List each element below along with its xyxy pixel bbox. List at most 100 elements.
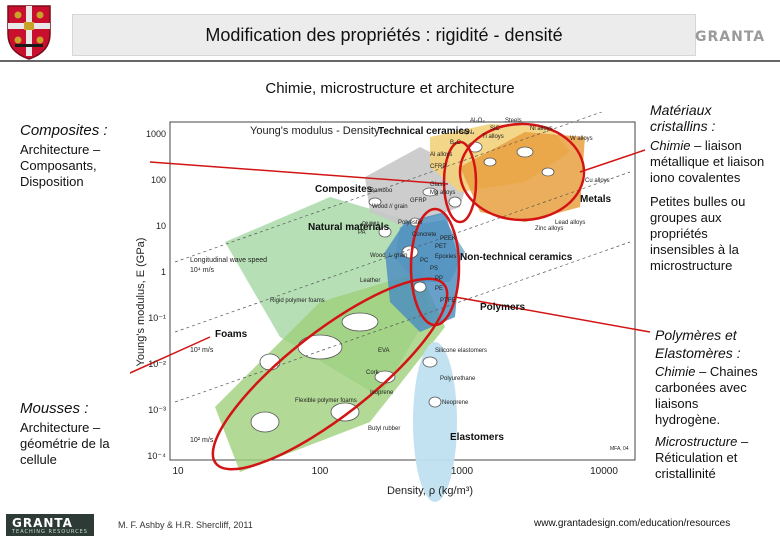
slide-subtitle: Chimie, microstructure et architecture <box>265 80 515 97</box>
material-label: Ni alloys <box>530 126 553 132</box>
family-label: Metals <box>580 194 612 205</box>
material-label: PA <box>358 230 366 236</box>
material-bubble <box>341 312 379 332</box>
material-bubble <box>378 226 392 238</box>
material-bubble <box>368 197 382 207</box>
guide-line <box>174 241 631 403</box>
material-label: PTFE <box>440 298 455 304</box>
chart-annotation: MFA, 04 <box>610 446 629 452</box>
material-bubble <box>250 411 280 433</box>
material-label: Al₂O₃ <box>470 118 485 124</box>
material-label: Polyester <box>398 220 423 226</box>
material-label: PS <box>430 266 438 272</box>
cristallins-heading-line: cristallins : <box>650 118 716 134</box>
x-axis-label: Density, ρ (kg/m³) <box>387 485 473 497</box>
polymeres-heading-line: Elastomères : <box>655 345 741 361</box>
material-label: PE <box>435 286 443 292</box>
material-label: Epoxies <box>435 254 456 260</box>
material-label: Flexible polymer foams <box>295 398 357 404</box>
material-label: Lead alloys <box>555 220 585 226</box>
polymeres-heading-line: Polymères et <box>655 327 737 343</box>
family-label: Elastomers <box>450 432 504 443</box>
material-label: PC <box>420 258 429 264</box>
mousses-note-line: cellule <box>20 452 57 467</box>
y-tick-label: 1000 <box>146 129 166 139</box>
family-labels: Technical ceramics Composites Metals Natura… <box>215 126 612 443</box>
bulles-note-line: propriétés <box>650 226 708 241</box>
material-label: Glass <box>430 182 445 188</box>
material-label: Steels <box>505 118 522 124</box>
composites-note-line: Disposition <box>20 174 84 189</box>
material-bubble <box>541 167 555 177</box>
polymeres-note-line: Réticulation et <box>655 450 738 465</box>
material-label: PEEK <box>440 236 456 242</box>
y-tick-label: 10⁻³ <box>148 405 166 415</box>
elastomers-envelope <box>413 342 457 502</box>
highlight-circle-polymers <box>409 207 461 327</box>
mousses-note-line: Architecture – <box>20 420 101 435</box>
material-labels: Al₂O₃ SiC Steels Ni alloys Si₃N₄ Ti alloys B₄C… <box>190 118 629 452</box>
polymeres-note-line: hydrogène. <box>655 412 721 427</box>
university-crest-logo <box>6 4 52 60</box>
y-axis-label: Young's modulus, E (GPa) <box>135 238 147 367</box>
highlight-circle-composites <box>442 140 478 224</box>
y-tick-label: 10⁻¹ <box>148 313 166 323</box>
bulles-note-line: microstructure <box>650 258 733 273</box>
material-bubble <box>413 281 427 293</box>
material-label: Cu alloys <box>585 178 610 184</box>
chart-title: Young's modulus - Density <box>250 125 380 137</box>
granta-footer-logo: GRANTA TEACHING RESOURCES <box>6 514 94 536</box>
footer-logo-subtext: TEACHING RESOURCES <box>12 529 88 535</box>
cristallins-note-line: métallique et liaison <box>650 154 765 169</box>
polymeres-note: Chimie – Chaines carbonées avec liaisons… <box>655 364 758 482</box>
x-tick-label: 100 <box>312 466 329 477</box>
polymeres-note-line: cristallinité <box>655 466 716 481</box>
mousses-heading: Mousses : <box>20 400 89 417</box>
footer-logo-text: GRANTA <box>12 516 73 530</box>
y-tick-label: 10⁻⁴ <box>147 451 166 461</box>
guide-line-label: 10⁴ m/s <box>190 267 215 274</box>
material-label: SiC <box>490 126 500 132</box>
family-label: Composites <box>315 184 373 195</box>
cristallins-note: Chimie – liaison métallique et liaison i… <box>650 138 764 186</box>
pointer-line <box>579 149 646 173</box>
family-label: Natural materials <box>308 222 390 233</box>
material-label: Wood // grain <box>372 204 408 210</box>
material-label: Rigid polymer foams <box>270 298 325 304</box>
material-label: PMMA <box>362 222 380 228</box>
material-bubble <box>483 157 497 167</box>
bulles-note-line: groupes aux <box>650 210 722 225</box>
page-title: Modification des propriétés : rigidité -… <box>72 14 696 56</box>
y-axis-ticks: 1000 100 10 1 10⁻¹ 10⁻² 10⁻³ 10⁻⁴ <box>146 129 166 461</box>
family-label: Foams <box>215 329 248 340</box>
material-label: Neoprene <box>442 400 469 406</box>
mousses-note-line: géométrie de la <box>20 436 110 451</box>
wave-speed-guides <box>174 101 631 403</box>
material-label: Mg alloys <box>430 190 455 196</box>
guide-line <box>174 171 631 333</box>
material-label: Polyurethane <box>440 376 476 382</box>
y-tick-label: 10⁻² <box>148 359 166 369</box>
y-tick-label: 1 <box>161 267 166 277</box>
x-axis-ticks: 10 100 1000 10000 <box>172 466 618 477</box>
bulles-note: Petites bulles ou groupes aux propriétés… <box>650 194 745 274</box>
header-divider <box>0 60 780 62</box>
x-tick-label: 1000 <box>451 466 474 477</box>
granta-header-logo: GRANTA <box>695 29 766 45</box>
y-tick-label: 100 <box>151 175 166 185</box>
metals-envelope <box>460 132 585 222</box>
bulles-note-line: insensibles à la <box>650 242 739 257</box>
guide-line <box>174 101 631 263</box>
cristallins-heading-line: Matériaux <box>650 102 712 118</box>
polymers-envelope <box>385 212 460 332</box>
material-label: PET <box>435 244 447 250</box>
x-tick-label: 10 <box>172 466 184 477</box>
microstructure-label: Microstructure <box>655 434 738 449</box>
bulles-note-line: Petites bulles ou <box>650 194 746 209</box>
source-url[interactable]: www.grantadesign.com/education/resources <box>534 518 731 529</box>
material-bubble <box>297 334 343 360</box>
material-label: Concrete <box>412 232 437 238</box>
material-label: Butyl rubber <box>368 426 400 432</box>
pointer-line <box>149 161 449 185</box>
composites-note: Architecture – Composants, Disposition <box>20 142 100 190</box>
